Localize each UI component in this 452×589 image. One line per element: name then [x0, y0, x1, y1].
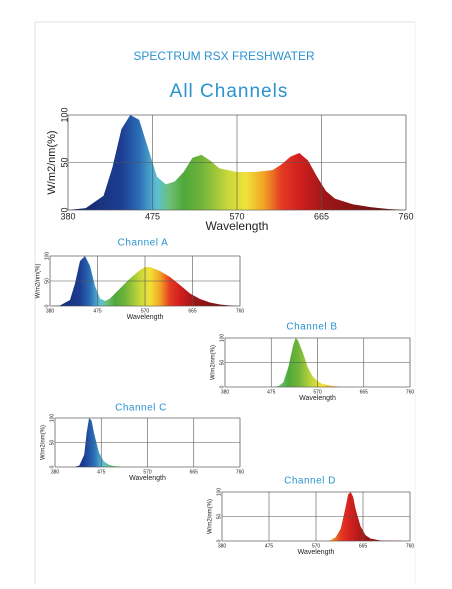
x-tick-label: 665 — [359, 543, 368, 549]
x-axis-label: Wavelength — [129, 475, 166, 482]
x-tick-label: 570 — [141, 308, 150, 314]
x-tick-label: 760 — [236, 308, 245, 314]
y-tick-label: 0 — [49, 465, 55, 468]
x-tick-label: 475 — [267, 389, 276, 395]
x-tick-label: 380 — [51, 469, 60, 475]
y-tick-label: 50 — [216, 514, 222, 520]
x-tick-label: 665 — [314, 211, 329, 221]
y-tick-label: 50 — [59, 157, 69, 167]
x-tick-label: 570 — [143, 469, 152, 475]
x-tick-label: 665 — [360, 389, 369, 395]
x-tick-label: 475 — [145, 211, 160, 221]
x-axis-label: Wavelength — [127, 314, 164, 321]
y-tick-label: 50 — [49, 440, 55, 446]
y-tick-label: 50 — [219, 360, 225, 366]
x-tick-label: 760 — [406, 543, 415, 549]
y-axis-label: W/m2/nm(%) — [46, 130, 58, 194]
y-axis-label: W/m2/nm(%) — [211, 345, 217, 380]
y-axis-label: W/m2/nm(%) — [36, 264, 42, 299]
x-axis-label: Wavelength — [299, 395, 336, 402]
y-tick-label: 100 — [219, 334, 225, 343]
x-tick-label: 380 — [60, 211, 75, 221]
y-tick-label: 100 — [44, 252, 50, 261]
x-tick-label: 475 — [265, 543, 274, 549]
x-tick-label: 665 — [190, 469, 199, 475]
y-tick-label: 50 — [44, 278, 50, 284]
page-title: SPECTRUM RSX FRESHWATER — [133, 49, 315, 63]
x-tick-label: 760 — [236, 469, 245, 475]
chart-title: Channel C — [115, 403, 167, 414]
y-tick-label: 100 — [216, 488, 222, 497]
y-axis-label: W/m2/nm(%) — [41, 425, 47, 460]
x-axis-label: Wavelength — [206, 219, 269, 233]
x-tick-label: 380 — [218, 543, 227, 549]
y-axis-label: W/m2/nm(%) — [208, 499, 214, 534]
chart-title: All Channels — [170, 81, 289, 102]
x-tick-label: 760 — [398, 211, 413, 221]
x-axis-label: Wavelength — [298, 549, 335, 556]
y-tick-label: 100 — [59, 107, 69, 122]
x-tick-label: 475 — [93, 308, 102, 314]
chart-title: Channel D — [284, 476, 336, 487]
x-tick-label: 475 — [97, 469, 106, 475]
y-tick-label: 0 — [216, 539, 222, 542]
y-tick-label: 0 — [219, 385, 225, 388]
chart-title: Channel B — [286, 322, 337, 333]
y-tick-label: 100 — [49, 414, 55, 423]
x-tick-label: 760 — [406, 389, 415, 395]
x-tick-label: 570 — [229, 211, 244, 221]
y-tick-label: 0 — [59, 207, 69, 212]
x-tick-label: 380 — [46, 308, 55, 314]
x-tick-label: 380 — [221, 389, 230, 395]
x-tick-label: 570 — [312, 543, 321, 549]
y-tick-label: 0 — [44, 304, 50, 307]
x-tick-label: 570 — [313, 389, 322, 395]
x-tick-label: 665 — [188, 308, 197, 314]
chart-title: Channel A — [118, 238, 169, 249]
